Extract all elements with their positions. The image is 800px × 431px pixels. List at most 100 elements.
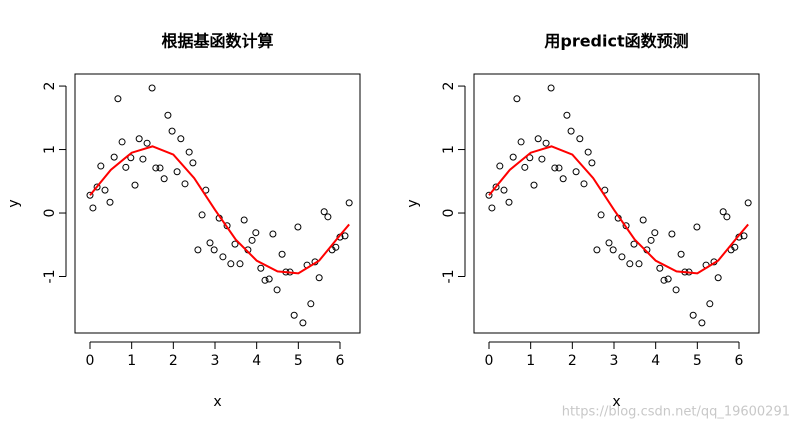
- point: [547, 84, 555, 92]
- x-tick-label: 2: [169, 353, 178, 369]
- point: [576, 135, 584, 143]
- point: [677, 250, 685, 258]
- point: [513, 95, 521, 103]
- point: [744, 199, 752, 207]
- x-tick-label: 1: [127, 353, 136, 369]
- point: [660, 276, 668, 284]
- x-tick-label: 6: [336, 353, 345, 369]
- y-tick-label: 1: [42, 145, 58, 154]
- point: [647, 236, 655, 244]
- point: [706, 300, 714, 308]
- point: [156, 164, 164, 172]
- point: [168, 127, 176, 135]
- point: [593, 246, 601, 254]
- point: [97, 162, 105, 170]
- point: [307, 300, 315, 308]
- y-tick-label: 2: [42, 82, 58, 91]
- point: [538, 155, 546, 163]
- point: [236, 260, 244, 268]
- point: [332, 243, 340, 251]
- x-tick-label: 5: [693, 353, 702, 369]
- x-tick-label: 3: [610, 353, 619, 369]
- point: [740, 232, 748, 240]
- point: [668, 230, 676, 238]
- y-tick-label: 0: [42, 209, 58, 218]
- x-tick-label: 6: [735, 353, 744, 369]
- point: [689, 311, 697, 319]
- point: [492, 183, 500, 191]
- x-tick-label: 3: [211, 353, 220, 369]
- point: [122, 163, 130, 171]
- point: [194, 246, 202, 254]
- plot-box: [473, 73, 760, 334]
- point: [160, 175, 168, 183]
- point: [173, 168, 181, 176]
- point: [521, 163, 529, 171]
- point: [278, 250, 286, 258]
- y-tick-label: 0: [441, 209, 457, 218]
- point: [551, 164, 559, 172]
- point: [630, 240, 638, 248]
- point: [189, 159, 197, 167]
- point: [93, 183, 101, 191]
- point: [118, 138, 126, 146]
- y-tick-label: 1: [441, 145, 457, 154]
- point: [517, 138, 525, 146]
- x-tick-label: 4: [651, 353, 660, 369]
- point: [693, 223, 701, 231]
- point: [265, 275, 273, 283]
- point: [152, 164, 160, 172]
- point: [210, 246, 218, 254]
- point: [584, 148, 592, 156]
- point: [86, 191, 94, 199]
- y-tick-label: 2: [441, 82, 457, 91]
- watermark: https://blog.csdn.net/qq_19600291: [562, 405, 790, 420]
- point: [106, 198, 114, 206]
- point: [714, 274, 722, 282]
- point: [219, 253, 227, 261]
- x-axis-label: x: [612, 394, 620, 410]
- point: [488, 204, 496, 212]
- point: [290, 311, 298, 319]
- point: [177, 135, 185, 143]
- point: [672, 286, 680, 294]
- point: [135, 135, 143, 143]
- x-tick-label: 5: [294, 353, 303, 369]
- point: [248, 236, 256, 244]
- point: [294, 223, 302, 231]
- y-axis-label: y: [6, 199, 22, 207]
- point: [320, 208, 328, 216]
- point: [559, 175, 567, 183]
- point: [299, 319, 307, 327]
- chart-title: 根据基函数计算: [161, 32, 273, 51]
- point: [89, 204, 97, 212]
- point: [164, 111, 172, 119]
- point: [341, 232, 349, 240]
- fit-line: [488, 145, 749, 275]
- x-tick-label: 0: [86, 353, 95, 369]
- point: [261, 276, 269, 284]
- point: [651, 229, 659, 237]
- point: [534, 135, 542, 143]
- point: [731, 243, 739, 251]
- y-tick-label: -1: [441, 270, 457, 284]
- point: [206, 239, 214, 247]
- point: [240, 216, 248, 224]
- point: [563, 111, 571, 119]
- point: [618, 253, 626, 261]
- point: [580, 180, 588, 188]
- chart-title: 用predict函数预测: [544, 32, 688, 51]
- point: [148, 84, 156, 92]
- point: [101, 186, 109, 194]
- point: [605, 239, 613, 247]
- point: [597, 211, 605, 219]
- point: [114, 95, 122, 103]
- x-axis-label: x: [213, 394, 221, 410]
- fit-line: [89, 145, 350, 275]
- point: [505, 198, 513, 206]
- point: [185, 148, 193, 156]
- x-tick-label: 2: [568, 353, 577, 369]
- point: [698, 319, 706, 327]
- point: [131, 181, 139, 189]
